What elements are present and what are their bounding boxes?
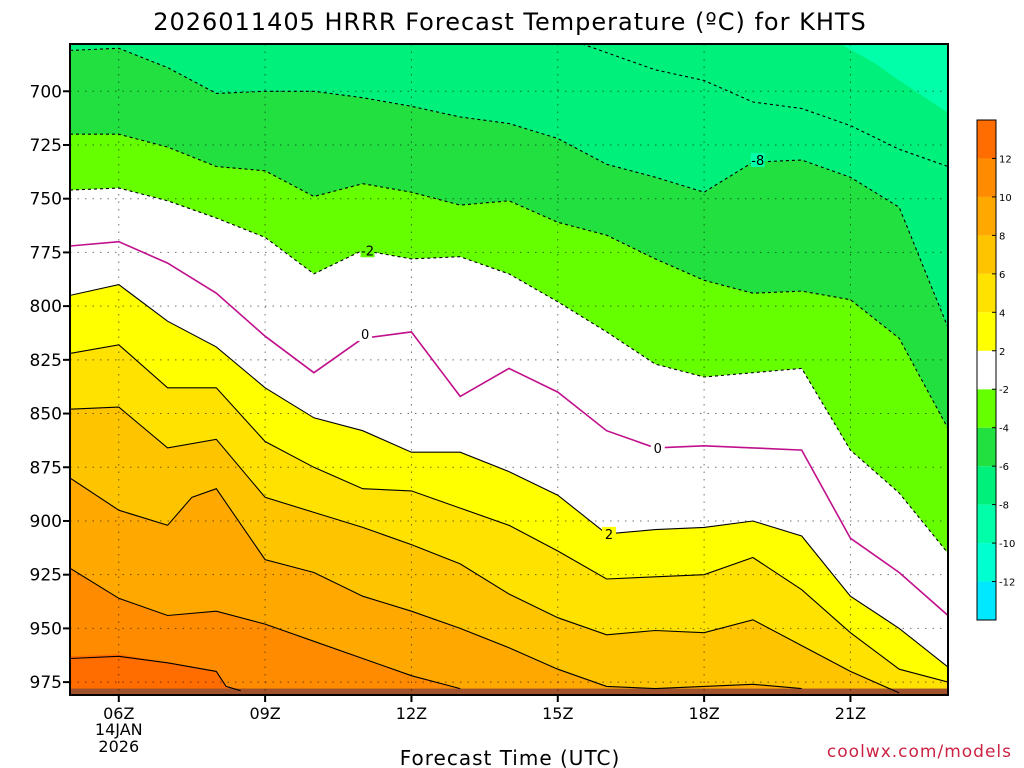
colorbar-swatch--6: [977, 427, 996, 467]
colorbar-label-4: 4: [999, 308, 1005, 319]
colorbar-swatch--2: [977, 350, 996, 390]
xtick-year: 2026: [98, 737, 139, 756]
colorbar-swatch--4: [977, 389, 996, 428]
ytick-label-900: 900: [30, 512, 62, 532]
xtick-label-12Z: 12Z: [396, 704, 427, 723]
band-below-minus-8: [840, 44, 948, 113]
xtick-label-15Z: 15Z: [542, 704, 573, 723]
y-axis: 700 725 750 775 800 825 850 875 900 925 950 975: [30, 82, 70, 693]
isotherm--4: [70, 133, 948, 429]
ytick-label-825: 825: [30, 351, 62, 371]
ytick-label-800: 800: [30, 297, 62, 317]
isotherm-label-bg: [358, 327, 373, 342]
colorbar-label--12: -12: [999, 578, 1015, 589]
ytick-label-700: 700: [30, 82, 62, 102]
chart-title: 2026011405 HRRR Forecast Temperature (ºC…: [153, 8, 867, 36]
isotherm-labels: -8 -2 0 0 2: [358, 153, 765, 543]
xtick-label-09Z: 09Z: [249, 704, 280, 723]
colorbar-swatch-2: [977, 312, 996, 351]
isotherm-6: [70, 406, 900, 694]
colorbar-swatch-8: [977, 196, 996, 236]
colorbar-swatch-10: [977, 158, 996, 197]
colorbar: -12 -10 -8 -6 -4 -2 2 4 6 8 10 12: [976, 119, 1015, 621]
isotherm-label-bg: [360, 243, 375, 258]
isotherm--8: [582, 44, 948, 168]
isotherm-8: [70, 477, 802, 690]
colorbar-label-2: 2: [999, 347, 1005, 358]
isotherm-0: [70, 240, 948, 617]
isotherm-label--8: -8: [751, 154, 764, 169]
colorbar-swatch-4: [977, 273, 996, 313]
ytick-label-875: 875: [30, 458, 62, 478]
plot-area: [70, 44, 948, 695]
plot-frame: [69, 43, 949, 696]
isotherm-label-2: 2: [605, 528, 613, 543]
colorbar-label--10: -10: [999, 539, 1015, 550]
xtick-label-06Z: 06Z: [103, 704, 134, 723]
ytick-label-725: 725: [30, 136, 62, 156]
colorbar-frame: [976, 119, 997, 621]
ytick-label-775: 775: [30, 243, 62, 263]
xtick-label-18Z: 18Z: [688, 704, 719, 723]
colorbar-label-8: 8: [999, 231, 1005, 242]
isotherm-label-bg: [601, 526, 616, 541]
isotherm-lines: [70, 44, 948, 694]
ytick-label-750: 750: [30, 190, 62, 210]
ytick-label-925: 925: [30, 566, 62, 586]
isotherm-10: [70, 567, 461, 690]
isotherm-label-bg: [750, 153, 765, 168]
credit-text: coolwx.com/models: [827, 742, 1012, 762]
isotherm-label--2: -2: [361, 244, 374, 259]
xtick-date: 14JAN: [95, 720, 143, 739]
isotherm-2: [70, 284, 948, 668]
colorbar-swatch-6: [977, 235, 996, 274]
isotherm-label-bg: [650, 440, 665, 455]
ground-strip: [70, 688, 948, 695]
isotherm-4: [70, 344, 948, 683]
colorbar-swatch-12: [977, 120, 996, 159]
ytick-label-850: 850: [30, 405, 62, 425]
colorbar-swatch--10: [977, 504, 996, 544]
colorbar-swatch--8: [977, 466, 996, 505]
colorbar-label-10: 10: [999, 193, 1012, 204]
colorbar-swatch--12: [977, 543, 996, 582]
colorbar-label-6: 6: [999, 270, 1005, 281]
colorbar-label-12: 12: [999, 154, 1012, 165]
isotherm--2: [70, 187, 948, 554]
ytick-label-975: 975: [30, 673, 62, 693]
x-axis-label: Forecast Time (UTC): [400, 746, 621, 768]
colorbar-label--2: -2: [999, 385, 1009, 396]
colorbar-label--8: -8: [999, 501, 1009, 512]
xtick-label-21Z: 21Z: [835, 704, 866, 723]
colorbar-swatch--14: [977, 581, 996, 620]
isotherm-12: [70, 655, 241, 692]
colorbar-label--6: -6: [999, 462, 1009, 473]
isotherm-label-0: 0: [361, 328, 369, 343]
ytick-label-950: 950: [30, 619, 62, 639]
colorbar-label--4: -4: [999, 424, 1009, 435]
isotherm--6: [70, 47, 948, 328]
band-above-12: [70, 654, 241, 691]
isotherm-label-0: 0: [654, 442, 662, 457]
